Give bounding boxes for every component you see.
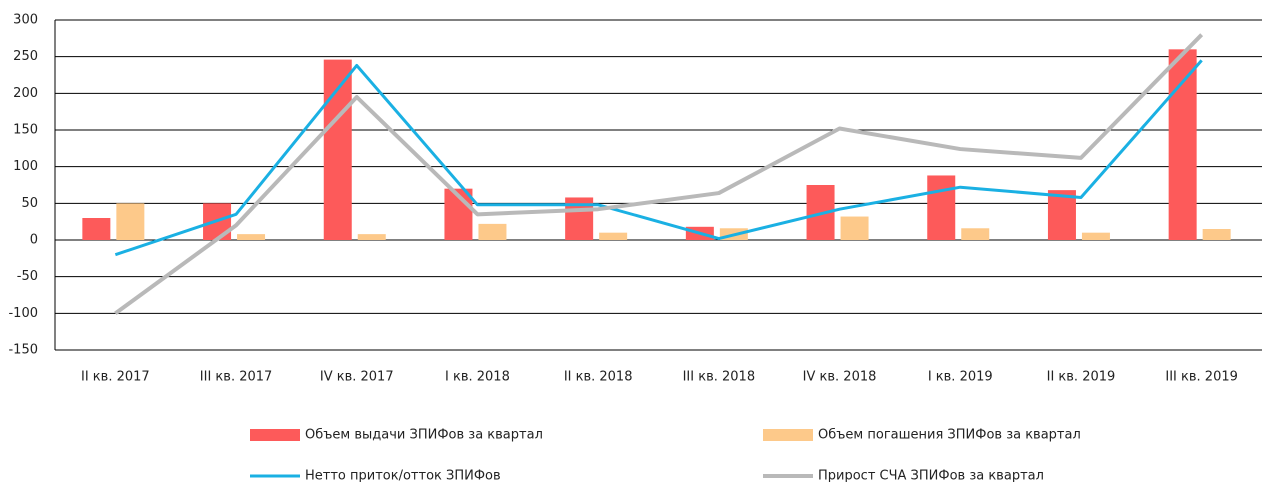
x-tick-label: III кв. 2018: [683, 370, 756, 385]
y-tick-label: -150: [8, 343, 38, 358]
legend-swatch: [250, 429, 300, 441]
bar: [1202, 229, 1231, 240]
y-tick-label: 300: [13, 13, 38, 28]
bar: [1168, 49, 1197, 241]
line-series: [114, 59, 1203, 257]
y-tick-label: -100: [8, 306, 38, 321]
bar: [478, 223, 507, 240]
y-tick-label: 50: [21, 196, 38, 211]
bar: [237, 234, 266, 240]
x-tick-label: III кв. 2017: [200, 370, 273, 385]
legend-label: Объем погашения ЗПИФов за квартал: [818, 428, 1081, 443]
y-tick-label: 0: [30, 233, 38, 248]
line-series: [114, 33, 1204, 315]
bar: [599, 232, 628, 240]
bar: [961, 228, 990, 240]
x-tick-label: I кв. 2018: [445, 370, 510, 385]
bar: [357, 234, 386, 240]
legend-swatch: [763, 429, 813, 441]
y-tick-label: 250: [13, 49, 38, 64]
y-tick-label: 200: [13, 86, 38, 101]
legend-label: Прирост СЧА ЗПИФов за квартал: [818, 469, 1044, 482]
legend-label: Объем выдачи ЗПИФов за квартал: [305, 428, 543, 443]
bar: [1047, 190, 1076, 240]
x-tick-label: II кв. 2019: [1047, 370, 1116, 385]
y-tick-label: 100: [13, 159, 38, 174]
x-tick-label: II кв. 2017: [81, 370, 150, 385]
bar: [116, 203, 145, 240]
bar: [1081, 232, 1110, 240]
bar: [82, 218, 111, 240]
x-tick-label: II кв. 2018: [564, 370, 633, 385]
y-tick-label: 150: [13, 123, 38, 138]
y-tick-label: -50: [17, 269, 38, 284]
bar: [840, 216, 869, 240]
x-tick-label: I кв. 2019: [928, 370, 993, 385]
x-tick-label: IV кв. 2017: [320, 370, 394, 385]
bar: [927, 175, 956, 240]
legend-label: Нетто приток/отток ЗПИФов: [305, 469, 501, 482]
x-tick-label: IV кв. 2018: [803, 370, 877, 385]
x-tick-label: III кв. 2019: [1165, 370, 1238, 385]
